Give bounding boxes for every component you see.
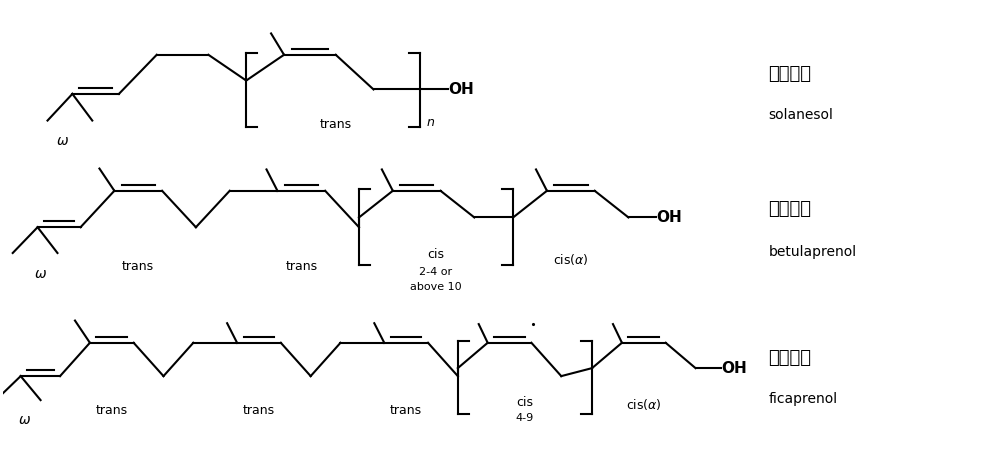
Text: $\omega$: $\omega$ xyxy=(18,413,31,427)
Text: trans: trans xyxy=(285,260,317,273)
Text: betulaprenol: betulaprenol xyxy=(769,245,857,259)
Text: $\omega$: $\omega$ xyxy=(34,267,47,281)
Text: cis: cis xyxy=(516,396,533,410)
Text: 菲卡醇型: 菲卡醇型 xyxy=(769,349,812,367)
Text: 桦木醇型: 桦木醇型 xyxy=(769,200,812,218)
Text: trans: trans xyxy=(390,404,422,417)
Text: cis($\alpha$): cis($\alpha$) xyxy=(553,252,589,267)
Text: OH: OH xyxy=(721,360,747,376)
Text: cis: cis xyxy=(427,248,444,261)
Text: OH: OH xyxy=(448,82,474,97)
Text: above 10: above 10 xyxy=(410,282,461,292)
Text: n: n xyxy=(426,116,434,129)
Text: 2-4 or: 2-4 or xyxy=(419,267,452,277)
Text: $\omega$: $\omega$ xyxy=(56,134,69,148)
Text: cis($\alpha$): cis($\alpha$) xyxy=(626,397,662,412)
Text: trans: trans xyxy=(243,404,275,417)
Text: trans: trans xyxy=(96,404,128,417)
Text: 茄尼醇型: 茄尼醇型 xyxy=(769,65,812,83)
Text: 4-9: 4-9 xyxy=(515,414,534,423)
Text: OH: OH xyxy=(656,210,682,225)
Text: trans: trans xyxy=(320,118,352,131)
Text: ficaprenol: ficaprenol xyxy=(769,392,838,406)
Text: trans: trans xyxy=(122,260,154,273)
Text: solanesol: solanesol xyxy=(769,108,833,122)
